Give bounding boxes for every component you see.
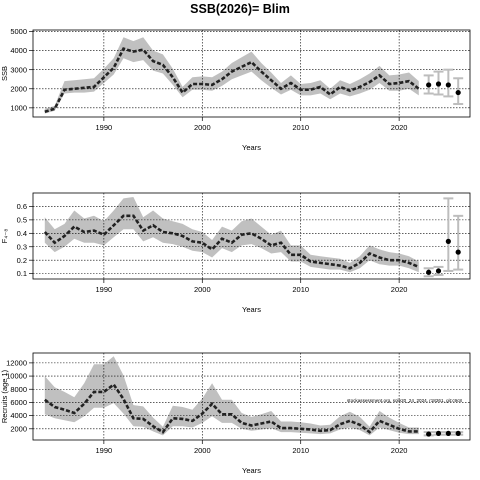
y-tick-label: 3000 bbox=[10, 65, 27, 74]
y-tick-label: 0.5 bbox=[17, 215, 27, 224]
forecast-point bbox=[455, 89, 461, 96]
chart-panels: 1990 2000 2010 2020 1000 2000 3000 4000 5000 Year… bbox=[0, 27, 471, 475]
forecast-point bbox=[445, 430, 451, 437]
y-tick-label: 0.4 bbox=[17, 229, 27, 238]
confidence-band bbox=[44, 356, 419, 436]
x-tick-label: 2010 bbox=[292, 123, 309, 132]
y-axis-label: SSB bbox=[0, 66, 9, 81]
forecast-point bbox=[426, 431, 432, 437]
x-tick-label: 2000 bbox=[194, 285, 211, 294]
x-tick-label: 1990 bbox=[96, 446, 113, 455]
y-tick-label: 2000 bbox=[10, 424, 27, 433]
x-tick-label: 2000 bbox=[194, 446, 211, 455]
confidence-band bbox=[44, 197, 419, 273]
estimate-line bbox=[44, 382, 419, 434]
x-tick-label: 1990 bbox=[96, 285, 113, 294]
x-tick-label: 2020 bbox=[391, 446, 408, 455]
y-tick-label: 0.2 bbox=[17, 256, 27, 265]
y-tick-label: 12000 bbox=[6, 358, 27, 367]
plot-frame bbox=[32, 29, 471, 118]
y-axis-label: Recruits (age 1) bbox=[0, 369, 9, 423]
chart-title: SSB(2026)= Blim bbox=[190, 2, 290, 16]
x-tick-label: 2010 bbox=[292, 446, 309, 455]
x-tick-label: 2010 bbox=[292, 285, 309, 294]
forecast-point bbox=[435, 81, 442, 87]
y-tick-label: 0.3 bbox=[17, 242, 27, 251]
plot-frame bbox=[32, 192, 471, 280]
y-tick-label: 0.1 bbox=[17, 269, 27, 278]
forecast-point bbox=[435, 268, 442, 274]
x-axis-label: Years bbox=[242, 143, 261, 152]
x-tick-label: 2020 bbox=[391, 123, 408, 132]
y-tick-label: 5000 bbox=[10, 27, 27, 36]
y-tick-label: 2000 bbox=[10, 84, 27, 93]
estimate-line bbox=[44, 47, 420, 113]
y-tick-label: 6000 bbox=[10, 398, 27, 407]
forecast-point bbox=[445, 82, 451, 88]
forecast-point bbox=[435, 430, 442, 437]
chart-annotation: stockassessment.org, sole20_24_2024, r18… bbox=[347, 398, 462, 403]
chart-panel-3: 1990 2000 2010 2020 2000 4000 6000 8000 10000 120… bbox=[0, 352, 471, 475]
x-tick-label: 2020 bbox=[391, 285, 408, 294]
y-axis-label: F₄₋₈ bbox=[0, 229, 9, 244]
y-tick-label: 0.6 bbox=[17, 202, 27, 211]
plot-frame bbox=[32, 352, 471, 441]
forecast-point bbox=[445, 238, 451, 244]
y-tick-label: 4000 bbox=[10, 411, 27, 420]
estimate-line bbox=[43, 214, 420, 270]
forecast-point bbox=[455, 430, 461, 437]
y-tick-label: 4000 bbox=[10, 46, 27, 55]
x-tick-label: 2000 bbox=[194, 123, 211, 132]
forecast-point bbox=[426, 82, 432, 88]
chart-panel-2: 1990 2000 2010 2020 0.1 0.2 0.3 0.4 0.5 0.6 Years F… bbox=[0, 192, 471, 314]
y-tick-label: 8000 bbox=[10, 385, 27, 394]
forecast-point bbox=[426, 269, 432, 275]
forecast-point bbox=[455, 249, 461, 255]
x-axis-label: Years bbox=[242, 466, 261, 475]
y-tick-label: 10000 bbox=[6, 372, 27, 381]
y-tick-label: 1000 bbox=[10, 103, 27, 112]
x-axis-label: Years bbox=[242, 305, 261, 314]
x-tick-label: 1990 bbox=[96, 123, 113, 132]
confidence-band bbox=[44, 37, 419, 114]
chart-panel-1: 1990 2000 2010 2020 1000 2000 3000 4000 5000 Year… bbox=[0, 27, 471, 152]
